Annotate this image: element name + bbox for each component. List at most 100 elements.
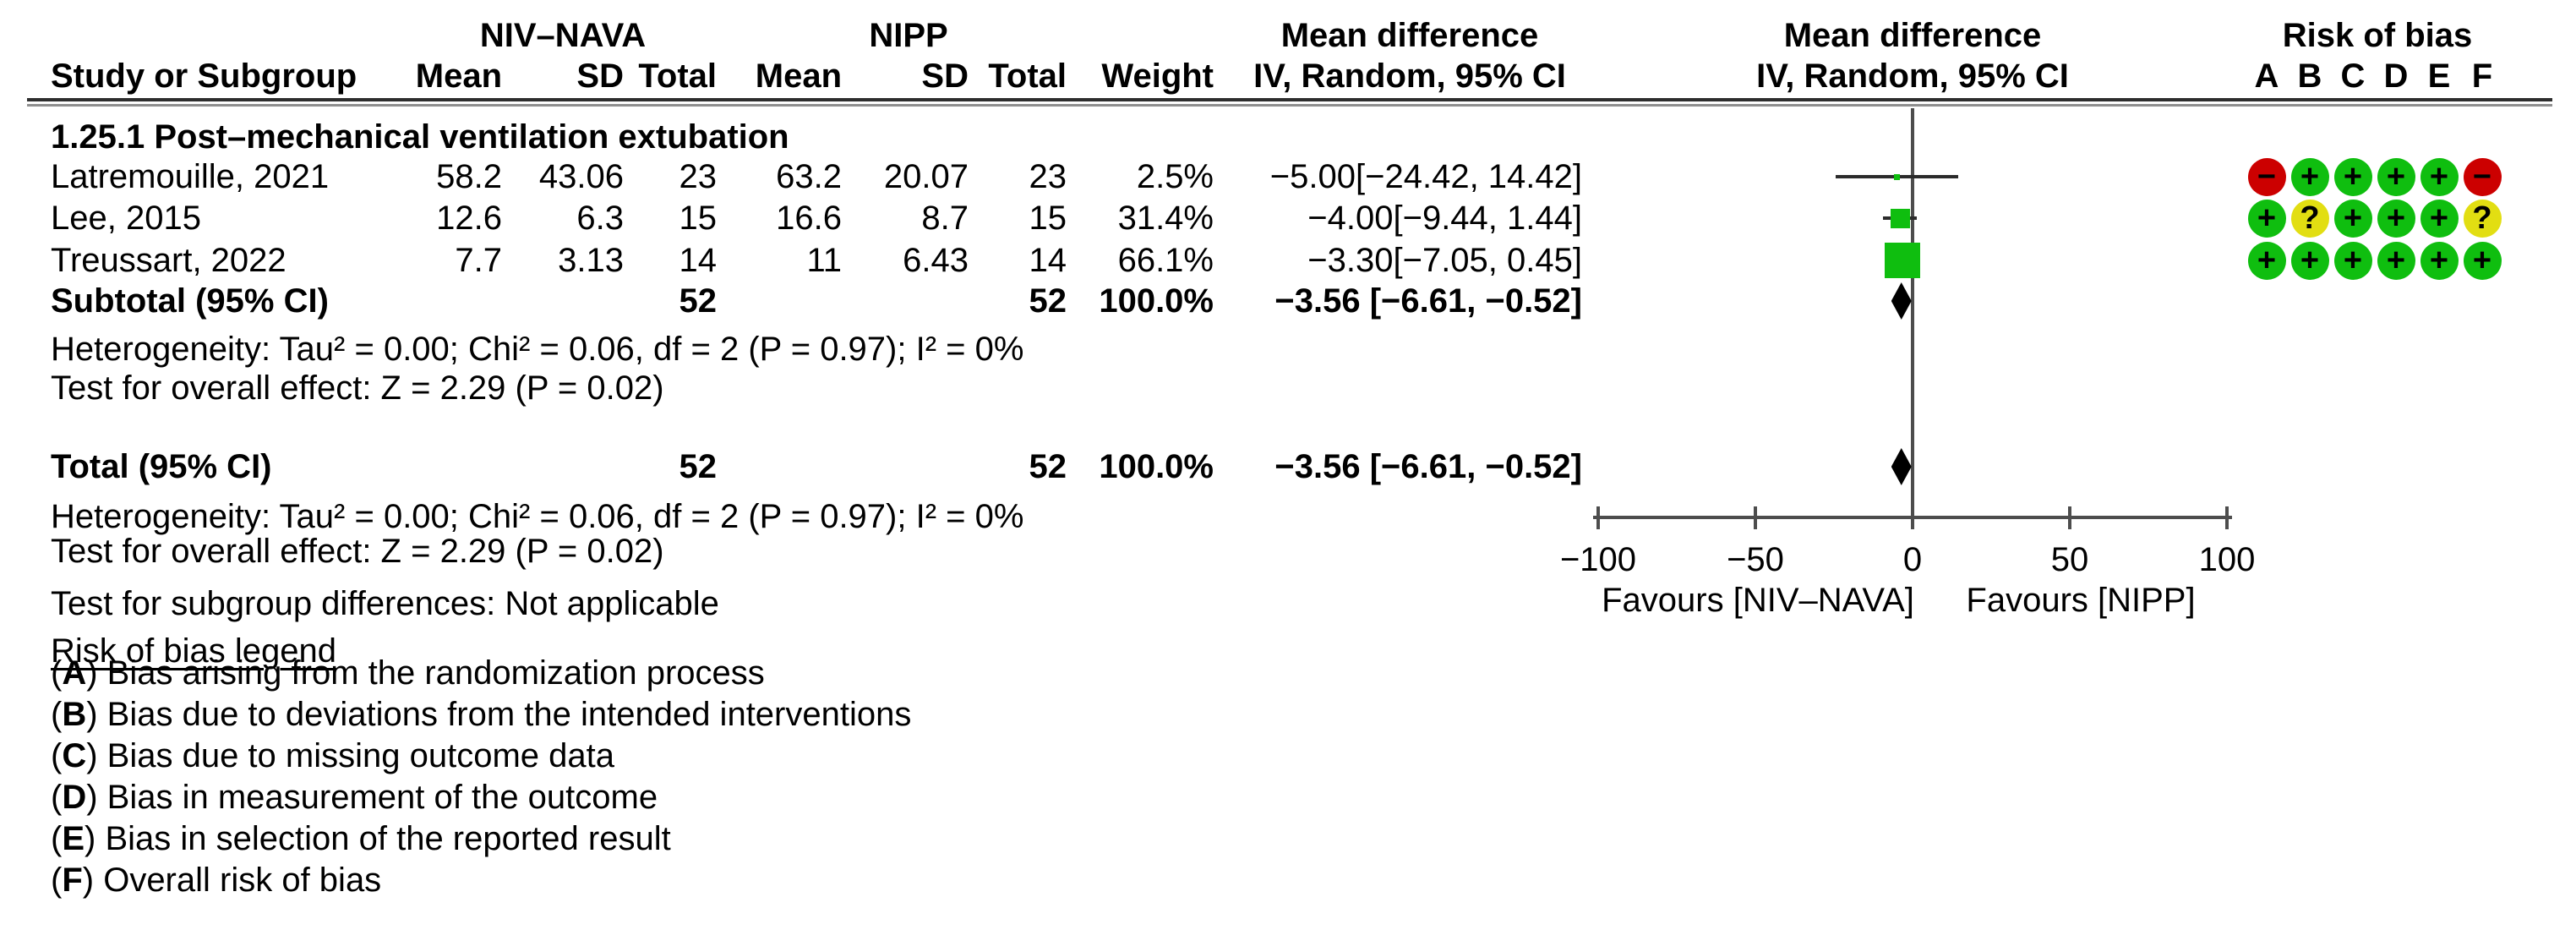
rob-column-letter-A: A: [2254, 57, 2279, 95]
cell-sd2: 20.07: [883, 158, 969, 195]
favours-right-label: Favours [NIPP]: [1966, 582, 2196, 619]
study-name: Lee, 2015: [51, 200, 201, 237]
axis-tick-label: 100: [2198, 541, 2256, 578]
header-rule-dark: [27, 98, 2552, 101]
study-name: Treussart, 2022: [51, 242, 287, 279]
rob-circle-plus: +: [2377, 241, 2415, 280]
rob-legend-row: (D) Bias in measurement of the outcome: [0, 777, 2576, 818]
cell-sd1: 6.3: [576, 200, 624, 237]
col-header-mean2: Mean: [755, 57, 842, 95]
cell-total1: 23: [679, 158, 718, 195]
cell-ci-text: −5.00[−24.42, 14.42]: [1269, 158, 1582, 195]
subtotal-total1: 52: [679, 282, 718, 320]
column-header-row: Study or Subgroup Mean SD Total Mean SD …: [0, 56, 2576, 96]
risk-of-bias-header: Risk of bias: [2282, 17, 2473, 54]
total-label: Total (95% CI): [51, 448, 272, 485]
rob-circle-minus: −: [2247, 157, 2286, 196]
table-row: Lee, 2015 12.6 6.3 15 16.6 8.7 15 31.4% −4.00[−9…: [0, 198, 2576, 238]
rob-circle-plus: +: [2377, 199, 2415, 238]
rob-column-letter-C: C: [2340, 57, 2366, 95]
effect-square: [1893, 173, 1900, 180]
axis-tick-label: −100: [1559, 541, 1637, 578]
axis-tick: [1754, 506, 1757, 529]
cell-total1: 14: [679, 242, 718, 279]
overall-effect-row-1: Test for overall effect: Z = 2.29 (P = 0…: [0, 368, 2576, 408]
study-name: Latremouille, 2021: [51, 158, 330, 195]
effect-square: [1884, 243, 1920, 278]
col-header-iv-ci-text: IV, Random, 95% CI: [1253, 57, 1566, 95]
header-rule-light: [27, 104, 2552, 107]
col-header-mean1: Mean: [415, 57, 502, 95]
plot-zero-line: [1911, 108, 1914, 517]
rob-circle-plus: +: [2463, 241, 2502, 280]
rob-legend-entry-E: (E) Bias in selection of the reported re…: [51, 820, 671, 857]
favours-labels-row: Favours [NIV–NAVA] Favours [NIPP]: [0, 580, 2576, 621]
overall-effect-text-1: Test for overall effect: Z = 2.29 (P = 0…: [51, 369, 664, 407]
cell-weight: 66.1%: [1117, 242, 1214, 279]
cell-mean2: 16.6: [776, 200, 842, 237]
mean-difference-header-plot: Mean difference: [1783, 17, 2042, 54]
rob-column-letter-E: E: [2427, 57, 2451, 95]
col-header-study: Study or Subgroup: [51, 57, 357, 95]
rob-legend-entry-C: (C) Bias due to missing outcome data: [51, 737, 614, 774]
subgroup-differences-row: Test for subgroup differences: Not appli…: [0, 583, 2576, 624]
overall-effect-row-2: Test for overall effect: Z = 2.29 (P = 0…: [0, 531, 2576, 572]
rob-legend-row: (F) Overall risk of bias: [0, 860, 2576, 900]
rob-column-letter-D: D: [2383, 57, 2409, 95]
overall-effect-text-2: Test for overall effect: Z = 2.29 (P = 0…: [51, 533, 664, 570]
rob-circle-plus: +: [2333, 157, 2372, 196]
rob-circle-plus: +: [2247, 199, 2286, 238]
subgroup-heading-row: 1.25.1 Post–mechanical ventilation extub…: [0, 117, 2576, 157]
total-row: Total (95% CI) 52 52 100.0% −3.56 [−6.61…: [0, 446, 2576, 487]
rob-circle-plus: +: [2377, 157, 2415, 196]
total-weight: 100.0%: [1099, 448, 1214, 485]
cell-mean1: 12.6: [436, 200, 502, 237]
heterogeneity-text-2: Heterogeneity: Tau² = 0.00; Chi² = 0.06,…: [51, 498, 1024, 535]
col-header-total1: Total: [638, 57, 717, 95]
subtotal-row: Subtotal (95% CI) 52 52 100.0% −3.56 [−6…: [0, 281, 2576, 321]
heterogeneity-text-1: Heterogeneity: Tau² = 0.00; Chi² = 0.06,…: [51, 331, 1024, 368]
axis-tick-label: −50: [1727, 541, 1784, 578]
rob-circle-plus: +: [2420, 199, 2459, 238]
group-header-nipp: NIPP: [869, 17, 948, 54]
table-row: Treussart, 2022 7.7 3.13 14 11 6.43 14 66.1% −3.…: [0, 240, 2576, 281]
axis-tick: [2225, 506, 2229, 529]
cell-sd1: 43.06: [538, 158, 624, 195]
rob-circle-plus: +: [2247, 241, 2286, 280]
group-header-niv-nava: NIV–NAVA: [479, 17, 647, 54]
rob-legend-entry-D: (D) Bias in measurement of the outcome: [51, 779, 658, 816]
cell-weight: 31.4%: [1117, 200, 1214, 237]
rob-column-letter-F: F: [2471, 57, 2493, 95]
effect-square: [1890, 208, 1910, 228]
total-total1: 52: [679, 448, 718, 485]
subtotal-ci: −3.56 [−6.61, −0.52]: [1274, 282, 1582, 320]
rob-legend-title: Risk of bias legend: [51, 632, 336, 670]
rob-circle-minus: −: [2463, 157, 2502, 196]
rob-legend-row: (E) Bias in selection of the reported re…: [0, 818, 2576, 859]
cell-total1: 15: [679, 200, 718, 237]
total-ci: −3.56 [−6.61, −0.52]: [1274, 448, 1582, 485]
rob-legend-row: (B) Bias due to deviations from the inte…: [0, 694, 2576, 735]
mean-difference-header-text: Mean difference: [1280, 17, 1539, 54]
axis-tick: [1596, 506, 1600, 529]
col-header-iv-ci-plot: IV, Random, 95% CI: [1756, 57, 2069, 95]
rob-circle-plus: +: [2420, 157, 2459, 196]
rob-legend-title-row: Risk of bias legend: [0, 631, 2576, 671]
col-header-sd1: SD: [576, 57, 624, 95]
col-header-weight: Weight: [1101, 57, 1214, 95]
cell-mean1: 7.7: [455, 242, 502, 279]
heterogeneity-row-2: Heterogeneity: Tau² = 0.00; Chi² = 0.06,…: [0, 496, 2576, 537]
cell-ci-text: −4.00[−9.44, 1.44]: [1307, 200, 1582, 237]
subgroup-title: 1.25.1 Post–mechanical ventilation extub…: [51, 118, 789, 156]
cell-total2: 15: [1029, 200, 1067, 237]
heterogeneity-row-1: Heterogeneity: Tau² = 0.00; Chi² = 0.06,…: [0, 329, 2576, 369]
axis-tick: [2068, 506, 2071, 529]
rob-legend-row: (C) Bias due to missing outcome data: [0, 736, 2576, 776]
cell-ci-text: −3.30[−7.05, 0.45]: [1307, 242, 1582, 279]
rob-circle-plus: +: [2290, 241, 2329, 280]
total-total2: 52: [1029, 448, 1067, 485]
rob-circle-plus: +: [2290, 157, 2329, 196]
cell-sd2: 6.43: [903, 242, 969, 279]
subtotal-label: Subtotal (95% CI): [51, 282, 329, 320]
